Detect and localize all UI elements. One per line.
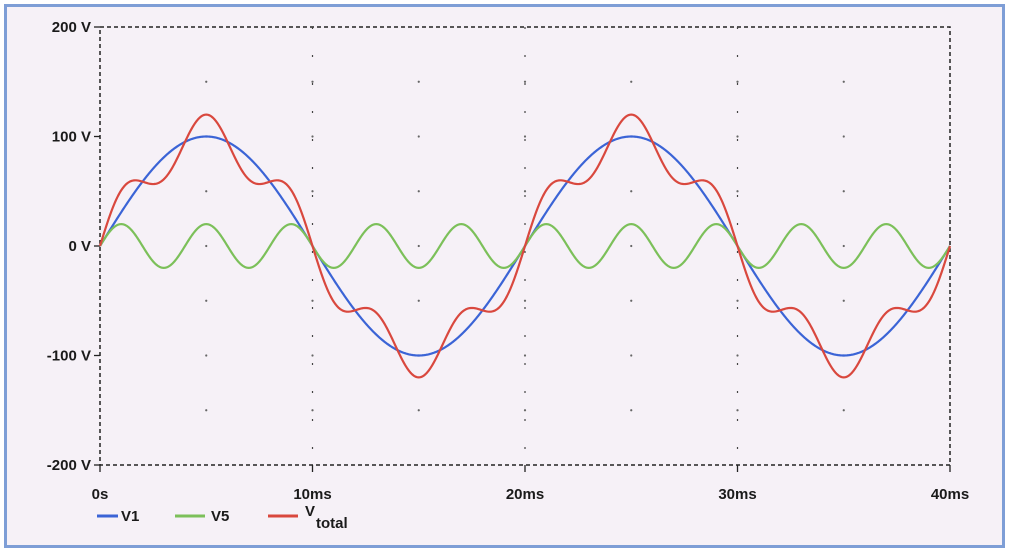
grid-dot xyxy=(736,135,739,138)
grid-dot xyxy=(417,190,420,193)
grid-dot xyxy=(630,409,633,412)
grid-dot xyxy=(630,190,633,193)
legend-label-v5: V5 xyxy=(211,508,229,525)
grid-dot xyxy=(205,80,208,83)
grid-dot xyxy=(523,80,527,83)
grid-dot xyxy=(736,80,739,83)
series-layer xyxy=(98,113,952,379)
y-tick-label: 200 V xyxy=(52,19,91,36)
y-axis: 200 V 100 V 0 V -100 V -200 V xyxy=(47,19,100,474)
grid-dot xyxy=(523,409,527,412)
grid-dot xyxy=(311,299,314,302)
legend-label-vtotal-sub: total xyxy=(316,515,348,532)
grid-dot xyxy=(523,354,527,357)
y-tick-label: -100 V xyxy=(47,348,91,365)
grid-dot xyxy=(311,190,314,193)
grid-dot xyxy=(417,299,420,302)
x-tick-label: 40ms xyxy=(931,486,969,503)
grid-dot xyxy=(205,190,208,193)
grid-dot xyxy=(842,80,845,83)
grid-dot xyxy=(417,135,420,138)
x-tick-label: 10ms xyxy=(293,486,331,503)
grid-dot xyxy=(842,190,845,193)
x-tick-label: 0s xyxy=(92,486,109,503)
grid-dot xyxy=(842,244,845,248)
grid-dot xyxy=(205,244,208,248)
grid-dot xyxy=(311,354,314,357)
series-line-vtotal xyxy=(98,113,952,379)
y-tick-label: 100 V xyxy=(52,129,91,146)
grid-dot xyxy=(311,135,314,138)
grid-dot xyxy=(842,409,845,412)
grid-dot xyxy=(736,354,739,357)
grid-dot xyxy=(736,409,739,412)
legend-label-vtotal-main: V xyxy=(305,503,315,520)
grid-dot xyxy=(842,299,845,302)
x-tick-label: 30ms xyxy=(718,486,756,503)
legend-item-v5: V5 xyxy=(175,508,229,525)
legend-item-v1: V1 xyxy=(97,508,139,525)
grid-dot xyxy=(205,354,208,357)
grid-dot xyxy=(417,80,420,83)
x-tick-label: 20ms xyxy=(506,486,544,503)
grid-dot xyxy=(842,135,845,138)
grid-dot xyxy=(736,190,739,193)
y-tick-label: 0 V xyxy=(68,238,91,255)
legend-label-v1: V1 xyxy=(121,508,139,525)
grid-dot xyxy=(311,80,314,83)
grid-dot xyxy=(736,299,739,302)
grid-dot xyxy=(630,354,633,357)
grid-dot xyxy=(417,244,420,248)
grid-dot xyxy=(417,409,420,412)
x-axis: 0s 10ms 20ms 30ms 40ms xyxy=(92,465,969,503)
grid-dot xyxy=(311,409,314,412)
grid-dot xyxy=(523,299,527,302)
grid-dot xyxy=(630,244,633,248)
grid-dot xyxy=(205,299,208,302)
grid-dot xyxy=(523,190,527,193)
grid-dot xyxy=(630,80,633,83)
y-tick-label: -200 V xyxy=(47,457,91,474)
chart-frame xyxy=(4,4,1005,548)
grid-dot xyxy=(630,299,633,302)
legend-item-vtotal: V total xyxy=(268,503,348,532)
legend: V1 V5 V total xyxy=(97,503,348,532)
grid-dot xyxy=(523,135,527,138)
grid-dot xyxy=(205,409,208,412)
